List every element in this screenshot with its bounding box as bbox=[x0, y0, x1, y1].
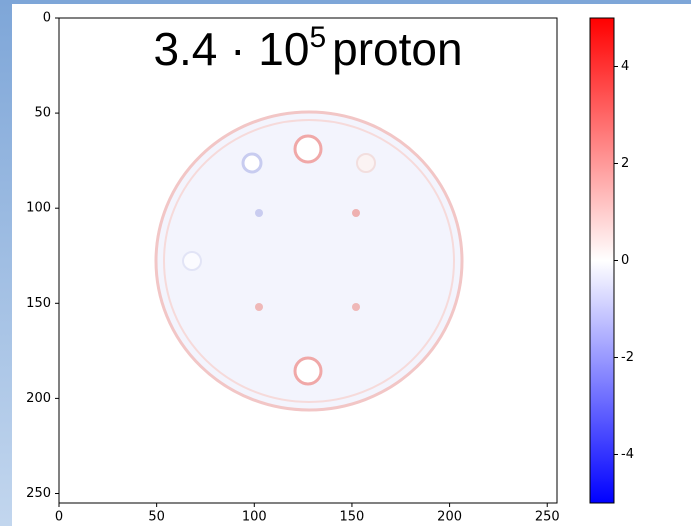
y-tick-label: 200 bbox=[26, 391, 51, 406]
y-tick-label: 250 bbox=[26, 486, 51, 501]
insert bbox=[352, 303, 360, 311]
insert bbox=[356, 153, 376, 173]
colorbar-tick-label: 2 bbox=[621, 156, 629, 171]
insert bbox=[293, 356, 323, 386]
x-tick-label: 50 bbox=[148, 510, 165, 525]
colorbar-tick-label: -2 bbox=[621, 350, 634, 365]
insert bbox=[352, 209, 360, 217]
title-base: 3.4 · 10 bbox=[153, 23, 309, 75]
axes-frame bbox=[58, 17, 558, 504]
y-tick-label: 150 bbox=[26, 296, 51, 311]
insert bbox=[255, 303, 263, 311]
y-tick-label: 0 bbox=[43, 11, 51, 26]
window-edge bbox=[0, 0, 12, 526]
colorbar bbox=[589, 17, 615, 504]
image bbox=[59, 18, 557, 503]
window-edge bbox=[0, 0, 691, 4]
x-tick-label: 250 bbox=[535, 510, 560, 525]
phantom-disk bbox=[154, 110, 464, 412]
chart-title: 3.4 · 105 proton bbox=[153, 21, 462, 75]
colorbar-tick-label: 0 bbox=[621, 253, 629, 268]
y-tick-label: 50 bbox=[34, 106, 51, 121]
y-tick-label: 100 bbox=[26, 201, 51, 216]
colorbar-tick-label: 4 bbox=[621, 59, 629, 74]
phantom-ring bbox=[163, 119, 455, 403]
insert bbox=[293, 134, 323, 164]
insert bbox=[241, 152, 263, 174]
insert bbox=[182, 251, 202, 271]
colorbar-tick-label: -4 bbox=[621, 447, 634, 462]
title-suffix: proton bbox=[332, 23, 462, 75]
x-tick-label: 150 bbox=[340, 510, 365, 525]
x-tick-label: 0 bbox=[55, 510, 63, 525]
x-tick-label: 200 bbox=[437, 510, 462, 525]
x-tick-label: 100 bbox=[242, 510, 267, 525]
insert bbox=[255, 209, 263, 217]
title-exponent: 5 bbox=[309, 21, 326, 54]
